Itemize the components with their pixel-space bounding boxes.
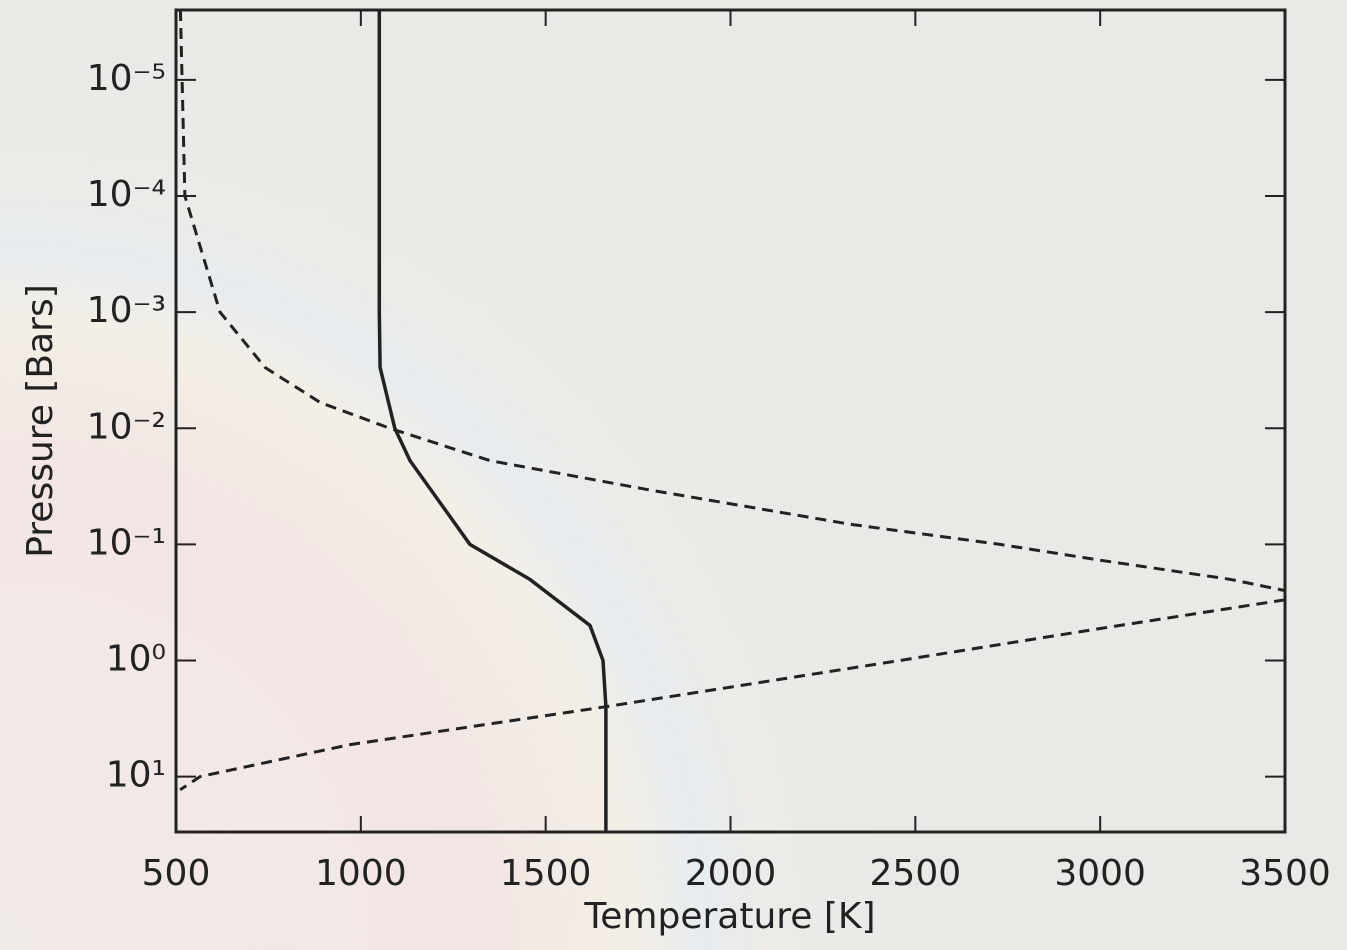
chart: Temperature [K] Pressure [Bars] 500 1000 1… xyxy=(0,0,1347,950)
x-tick-label: 2000 xyxy=(685,853,777,894)
y-tick-label: 10⁻⁵ xyxy=(87,58,166,99)
series-line xyxy=(379,10,606,832)
x-tick-label: 1500 xyxy=(500,853,592,894)
y-tick-label: 10⁻¹ xyxy=(87,522,166,563)
y-tick-label: 10⁻³ xyxy=(87,290,166,331)
x-tick-label: 2500 xyxy=(870,853,962,894)
y-tick-label: 10⁻² xyxy=(87,406,166,447)
page: {"chart_data": {"type": "line", "x_label… xyxy=(0,0,1347,950)
x-tick-label: 3500 xyxy=(1239,853,1331,894)
y-tick-label: 10¹ xyxy=(106,755,166,796)
y-tick-label: 10⁻⁴ xyxy=(87,174,166,215)
x-tick-label: 500 xyxy=(142,853,211,894)
plot-frame xyxy=(176,10,1285,832)
y-tick-label: 10⁰ xyxy=(106,638,166,679)
x-axis-label: Temperature [K] xyxy=(583,896,875,937)
x-tick-label: 3000 xyxy=(1054,853,1146,894)
y-axis-label: Pressure [Bars] xyxy=(20,284,61,558)
series-line xyxy=(180,600,1285,790)
x-tick-label: 1000 xyxy=(315,853,407,894)
series-line xyxy=(180,10,1285,591)
